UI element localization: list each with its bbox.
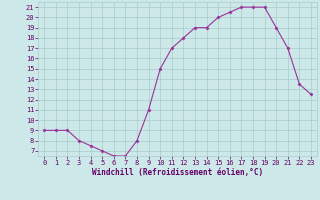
X-axis label: Windchill (Refroidissement éolien,°C): Windchill (Refroidissement éolien,°C) [92,168,263,177]
